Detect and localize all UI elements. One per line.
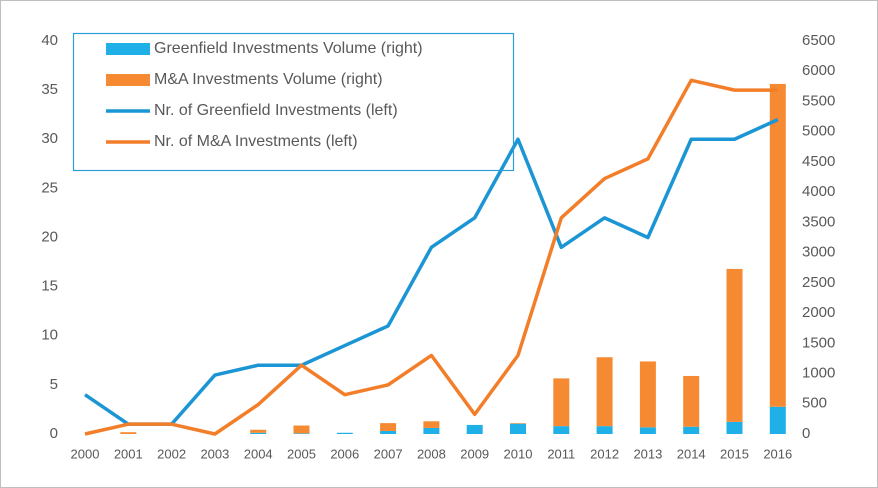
x-tick-label: 2016 xyxy=(763,446,792,461)
x-tick-label: 2012 xyxy=(590,446,619,461)
bar xyxy=(596,357,613,427)
y2-tick-label: 3500 xyxy=(802,213,835,230)
bar xyxy=(726,421,743,434)
x-tick-label: 2005 xyxy=(287,446,316,461)
legend-label: Greenfield Investments Volume (right) xyxy=(154,40,423,57)
x-tick-label: 2014 xyxy=(677,446,706,461)
y2-tick-label: 2500 xyxy=(802,274,835,291)
x-tick-label: 2013 xyxy=(633,446,662,461)
bar xyxy=(553,426,570,434)
y2-tick-label: 3000 xyxy=(802,244,835,261)
bar xyxy=(769,406,786,434)
bar xyxy=(596,426,613,434)
x-tick-label: 2007 xyxy=(374,446,403,461)
bar xyxy=(380,423,397,431)
legend-label: Nr. of M&A Investments (left) xyxy=(154,133,358,150)
y-tick-label: 0 xyxy=(50,425,58,442)
bar xyxy=(510,423,526,434)
y2-tick-label: 6500 xyxy=(802,32,835,49)
bar xyxy=(466,424,483,434)
y-tick-label: 30 xyxy=(41,130,58,147)
bar xyxy=(510,423,526,424)
x-tick-label: 2004 xyxy=(244,446,273,461)
x-tick-label: 2010 xyxy=(504,446,533,461)
y2-tick-label: 4500 xyxy=(802,153,835,170)
bar xyxy=(120,432,137,434)
y-tick-label: 10 xyxy=(41,327,58,344)
bar xyxy=(769,83,786,407)
bar xyxy=(293,433,310,434)
x-tick-label: 2002 xyxy=(157,446,186,461)
x-tick-label: 2011 xyxy=(547,446,575,461)
x-tick-label: 2008 xyxy=(417,446,446,461)
y2-tick-label: 5500 xyxy=(802,92,835,109)
bar xyxy=(683,426,700,434)
y-tick-label: 5 xyxy=(50,376,58,393)
legend-swatch xyxy=(106,43,150,55)
y-tick-label: 40 xyxy=(41,32,58,49)
x-tick-label: 2003 xyxy=(200,446,229,461)
bar xyxy=(293,425,310,434)
y2-tick-label: 2000 xyxy=(802,304,835,321)
x-tick-label: 2001 xyxy=(114,446,143,461)
bar xyxy=(250,432,267,434)
y-tick-label: 15 xyxy=(41,278,58,295)
x-tick-label: 2006 xyxy=(330,446,359,461)
bar xyxy=(250,429,267,433)
bar xyxy=(639,361,656,428)
legend-box xyxy=(72,32,515,172)
y2-tick-label: 4000 xyxy=(802,183,835,200)
y2-tick-label: 5000 xyxy=(802,123,835,140)
legend-label: M&A Investments Volume (right) xyxy=(154,71,383,88)
y-tick-label: 35 xyxy=(41,81,58,98)
bar xyxy=(639,427,656,434)
bar xyxy=(423,421,440,428)
legend-label: Nr. of Greenfield Investments (left) xyxy=(154,102,398,119)
bar xyxy=(336,432,353,434)
y2-tick-label: 1000 xyxy=(802,365,835,382)
y2-tick-label: 1500 xyxy=(802,334,835,351)
line xyxy=(84,118,779,426)
x-tick-label: 2015 xyxy=(720,446,749,461)
bar xyxy=(683,375,700,427)
bar xyxy=(380,430,397,434)
bar xyxy=(726,268,743,422)
y2-tick-label: 0 xyxy=(802,425,810,442)
bar xyxy=(423,427,440,434)
y2-tick-label: 6000 xyxy=(802,62,835,79)
y-tick-label: 20 xyxy=(41,228,58,245)
legend-swatch xyxy=(106,74,150,86)
x-tick-label: 2000 xyxy=(71,446,100,461)
x-tick-label: 2009 xyxy=(460,446,489,461)
y-tick-label: 25 xyxy=(41,179,58,196)
y2-tick-label: 500 xyxy=(802,395,827,412)
bar xyxy=(553,378,570,427)
line xyxy=(84,78,778,436)
